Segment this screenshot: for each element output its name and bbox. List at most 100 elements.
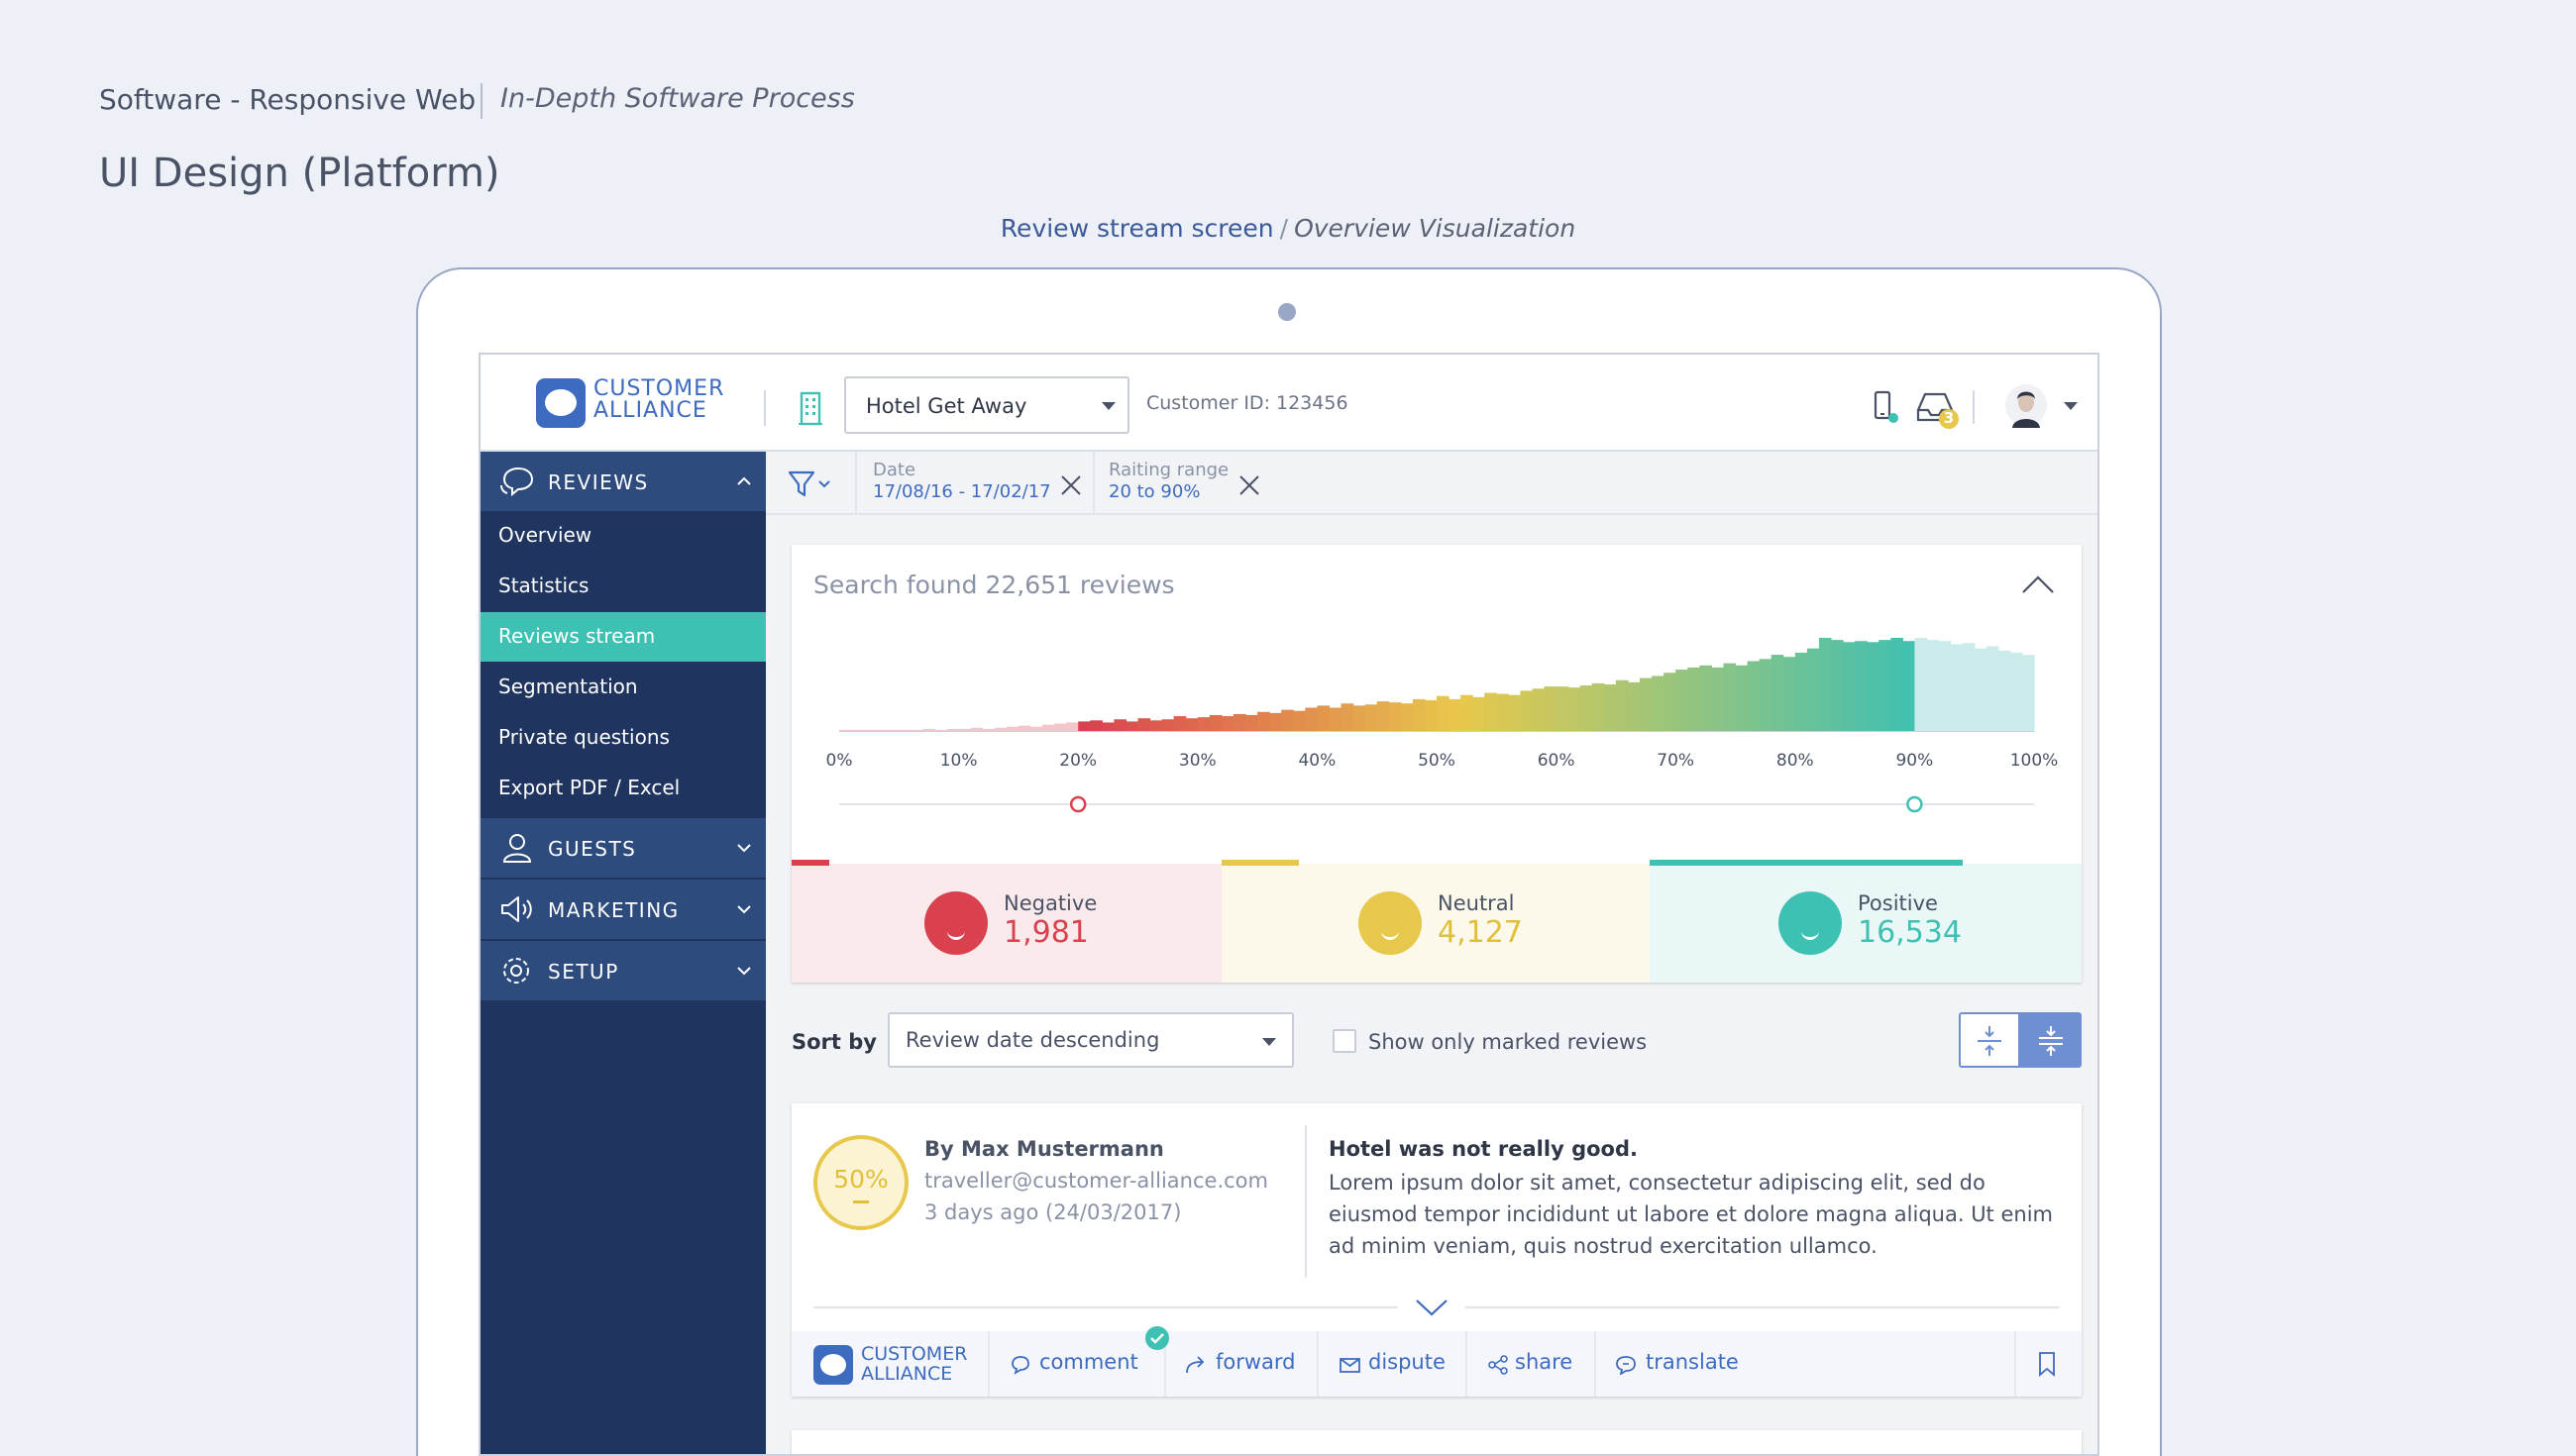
translate-label: translate (1646, 1350, 1739, 1374)
marked-only-checkbox[interactable] (1333, 1029, 1356, 1053)
header-divider (1973, 390, 1975, 424)
sidebar-item-reviews-stream[interactable]: Reviews stream (481, 612, 766, 662)
filter-icon[interactable] (788, 469, 833, 499)
histogram-bar (1376, 701, 1390, 731)
reviews-icon (500, 467, 534, 497)
caption-main: Review stream screen (1000, 214, 1274, 243)
translate-button[interactable]: translate (1596, 1331, 1755, 1397)
histogram-bar (1843, 642, 1856, 731)
histogram-bar (1615, 679, 1629, 731)
histogram-bar (1579, 685, 1593, 731)
guests-icon (502, 834, 532, 863)
chevron-down-icon[interactable] (2064, 402, 2078, 410)
sidebar-item-export[interactable]: Export PDF / Excel (481, 764, 766, 813)
sidebar-section-reviews[interactable]: REVIEWS (481, 452, 766, 511)
review-card-next (792, 1430, 2082, 1454)
sidebar-section-setup[interactable]: SETUP (481, 941, 766, 1000)
stat-value: 16,534 (1858, 915, 1962, 950)
stat-negative[interactable]: Negative 1,981 (792, 860, 1222, 983)
hotel-select[interactable]: Hotel Get Away (844, 376, 1129, 434)
histogram-bar (1855, 641, 1868, 731)
sidebar-item-statistics[interactable]: Statistics (481, 562, 766, 611)
sidebar-section-guests[interactable]: GUESTS (481, 818, 766, 878)
histogram-bar (1161, 719, 1175, 731)
histogram-bar (1102, 722, 1115, 731)
histogram-bar (1830, 640, 1844, 731)
histogram-tick-label: 50% (1418, 751, 1455, 771)
histogram-bar (1197, 717, 1211, 731)
histogram-bar (863, 729, 876, 731)
bookmark-icon (2039, 1352, 2055, 1377)
histogram-bar (1938, 641, 1952, 731)
brand-logo[interactable]: CUSTOMER ALLIANCE (536, 376, 744, 432)
source-logo[interactable]: CUSTOMER ALLIANCE (792, 1331, 990, 1397)
app-header: CUSTOMER ALLIANCE Hotel Get Away Custome… (481, 355, 2097, 452)
building-icon[interactable] (796, 390, 825, 426)
histogram-bar (1460, 694, 1473, 731)
histogram-tick-label: 10% (939, 751, 978, 771)
compact-view-button[interactable] (2020, 1012, 2082, 1068)
histogram-bar (1556, 686, 1569, 731)
stat-positive[interactable]: Positive 16,534 (1650, 860, 2082, 983)
expand-view-button[interactable] (1959, 1012, 2020, 1068)
histogram-bar (1449, 698, 1461, 731)
review-score-value: 50% (833, 1165, 889, 1194)
histogram-bar (851, 729, 864, 731)
stat-neutral[interactable]: Neutral 4,127 (1222, 860, 1650, 983)
close-icon[interactable] (1237, 473, 1261, 497)
histogram-tick-label: 70% (1657, 751, 1695, 771)
customer-id: Customer ID: 123456 (1146, 392, 1348, 414)
histogram-bar (1185, 718, 1199, 731)
bookmark-button[interactable] (2014, 1331, 2082, 1397)
setup-icon (503, 958, 529, 984)
forward-button[interactable]: forward (1166, 1331, 1319, 1397)
tablet-camera (1278, 303, 1296, 321)
sort-select[interactable]: Review date descending (888, 1012, 1294, 1068)
stat-label: Negative (1004, 891, 1098, 915)
rating-range-slider[interactable] (792, 792, 2082, 816)
histogram-bar (1902, 641, 1915, 731)
screen-caption: Review stream screen / Overview Visualizat… (0, 214, 2576, 243)
dispute-button[interactable]: dispute (1319, 1331, 1467, 1397)
chevron-down-icon (737, 905, 751, 914)
presentation-title: Software - Responsive Web (99, 83, 477, 116)
histogram-bar (1472, 696, 1485, 731)
avatar[interactable] (2004, 382, 2048, 428)
mobile-icon[interactable] (1870, 390, 1899, 424)
histogram-bar (1759, 659, 1772, 731)
collapse-icon[interactable] (2020, 572, 2056, 596)
histogram-bar (1878, 640, 1891, 731)
histogram-tick-label: 30% (1178, 751, 1217, 771)
sidebar-section-marketing[interactable]: MARKETING (481, 880, 766, 939)
comment-button[interactable]: comment (990, 1326, 1169, 1397)
histogram-bar (994, 727, 1008, 731)
histogram-bar (1341, 703, 1354, 731)
histogram-bar (1723, 663, 1737, 731)
hotel-select-value: Hotel Get Away (866, 394, 1027, 418)
sidebar-item-private-questions[interactable]: Private questions (481, 713, 766, 763)
histogram-bar (2009, 652, 2023, 731)
share-button[interactable]: share (1467, 1331, 1596, 1397)
histogram-bar (1029, 726, 1043, 731)
filter-label: Date (873, 460, 916, 480)
marked-only-label[interactable]: Show only marked reviews (1368, 1030, 1648, 1054)
inbox-icon[interactable] (1913, 388, 1963, 430)
histogram-bar (1066, 722, 1079, 731)
review-actions: CUSTOMER ALLIANCE comment forward disput… (792, 1326, 2082, 1397)
histogram-bar (1054, 723, 1067, 731)
chevron-down-icon (737, 844, 751, 853)
chevron-up-icon (737, 476, 751, 485)
expand-review-icon[interactable] (1412, 1296, 1451, 1319)
sidebar-item-overview[interactable]: Overview (481, 511, 766, 561)
title-divider (481, 83, 483, 119)
histogram-bar (1950, 644, 1964, 731)
check-badge-icon (1145, 1326, 1169, 1350)
compact-icon (2039, 1026, 2063, 1056)
sidebar-item-segmentation[interactable]: Segmentation (481, 663, 766, 712)
close-icon[interactable] (1059, 473, 1083, 497)
histogram-bar (1412, 698, 1426, 731)
filter-chip-rating[interactable]: Raiting range 20 to 90% (1095, 452, 1273, 513)
filter-chip-date[interactable]: Date 17/08/16 - 17/02/17 (857, 452, 1093, 513)
histogram-bar (1281, 709, 1294, 731)
histogram-tick-label: 20% (1059, 751, 1098, 771)
